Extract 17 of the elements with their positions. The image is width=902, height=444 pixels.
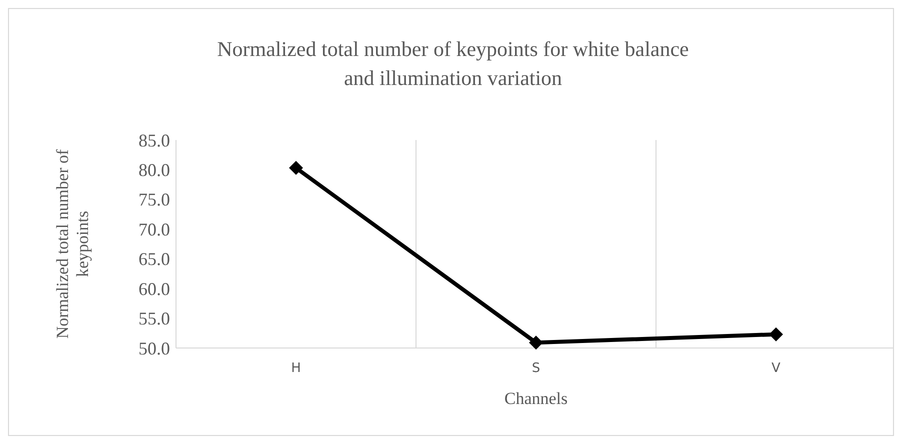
y-tick-label: 70.0	[138, 219, 170, 240]
y-tick-label: 65.0	[138, 249, 170, 270]
x-tick-label: V	[772, 361, 781, 376]
point	[529, 336, 543, 350]
y-tick-label: 85.0	[138, 130, 170, 150]
chart-title: Normalized total number of keypoints for white balance and illumination variation	[217, 37, 689, 90]
x-axis-title: Channels	[504, 389, 568, 408]
y-tick-label: 75.0	[138, 190, 170, 210]
point	[769, 327, 783, 342]
y-tick-label: 80.0	[138, 160, 170, 180]
y-tick-label: 55.0	[138, 308, 170, 329]
x-tick-label: H	[291, 361, 301, 376]
y-tick-label: 60.0	[138, 278, 170, 299]
x-tick-label: S	[532, 361, 540, 376]
point	[289, 160, 303, 175]
y-tick-label: 50.0	[138, 338, 170, 358]
y-axis-title: Normalized total number of keypoints	[53, 149, 92, 339]
